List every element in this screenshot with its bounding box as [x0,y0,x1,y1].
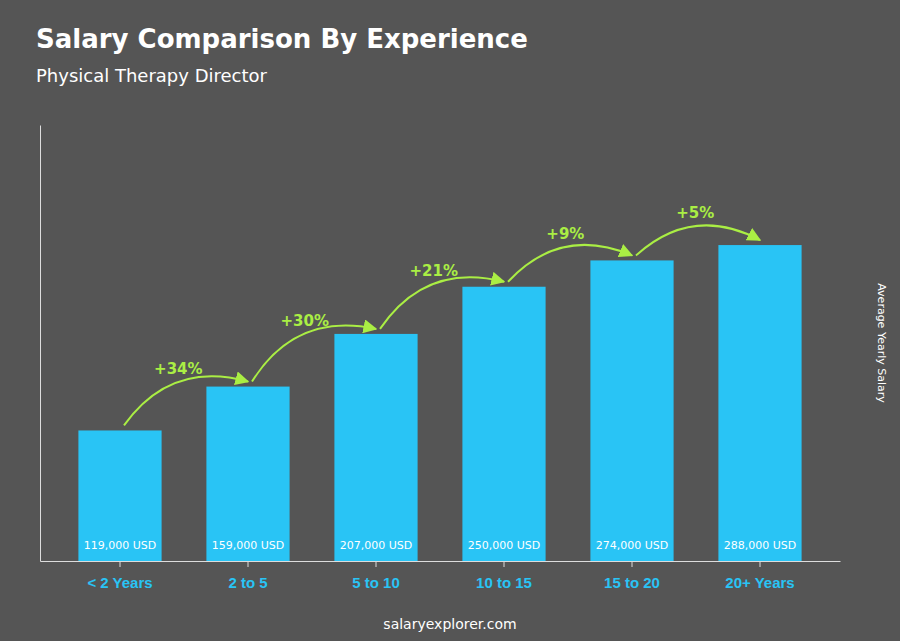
data-label: 250,000 USD [468,539,541,552]
title: Salary Comparison By Experience [36,24,528,54]
chart-svg: Salary Comparison By Experience Physical … [0,0,900,641]
y-axis [40,126,41,562]
data-label: 159,000 USD [212,539,285,552]
x-tick-mark [632,561,633,567]
x-tick: 20+ Years [725,561,794,591]
bar [590,260,673,561]
x-tick-label: 5 to 10 [352,574,400,591]
data-label: 274,000 USD [596,539,669,552]
change-label: +30% [281,312,329,330]
plot: < 2 Years 2 to 5 5 to 10 10 to 15 15 to 20 20… [41,126,841,592]
x-tick-mark [760,561,761,567]
bar [462,287,545,561]
bar [718,245,801,561]
x-tick-label: 20+ Years [725,574,794,591]
bar [206,387,289,561]
x-tick-mark [120,561,121,567]
x-axis: < 2 Years 2 to 5 5 to 10 10 to 15 15 to 20 20… [41,561,841,591]
x-axis-line [41,561,841,562]
data-label: 119,000 USD [84,539,157,552]
x-tick: 10 to 15 [476,561,532,591]
data-label: 207,000 USD [340,539,413,552]
x-tick-label: 15 to 20 [604,574,660,591]
chart-container: Salary Comparison By Experience Physical … [0,0,900,641]
footer: salaryexplorer.com [383,616,516,632]
bars [78,245,801,561]
background [0,0,900,641]
change-label: +5% [676,204,714,222]
y-label: Average Yearly Salary [875,283,888,403]
change-arrow [636,225,760,255]
x-tick-mark [504,561,505,567]
data-label: 288,000 USD [724,539,797,552]
change-label: +34% [154,360,202,378]
x-tick-label: 2 to 5 [228,574,267,591]
change-arrow [124,376,248,425]
x-tick-label: < 2 Years [87,574,152,591]
x-tick: < 2 Years [87,561,152,591]
change-arrow [508,245,632,282]
x-tick: 15 to 20 [604,561,660,591]
x-tick-mark [248,561,249,567]
y-axis-line [40,126,41,562]
change-label: +21% [410,262,458,280]
x-tick: 2 to 5 [228,561,267,591]
x-tick-label: 10 to 15 [476,574,532,591]
change-arrow [252,326,376,382]
subtitle: Physical Therapy Director [36,65,268,86]
change-arrow [380,277,504,329]
bar [78,430,161,561]
bar [334,334,417,561]
x-tick: 5 to 10 [352,561,400,591]
data-labels: 119,000 USD 159,000 USD 207,000 USD 250,000… [84,539,797,552]
annotations: +34% +30% +21% +9% +5% [124,204,760,425]
change-label: +9% [546,225,584,243]
x-tick-mark [376,561,377,567]
